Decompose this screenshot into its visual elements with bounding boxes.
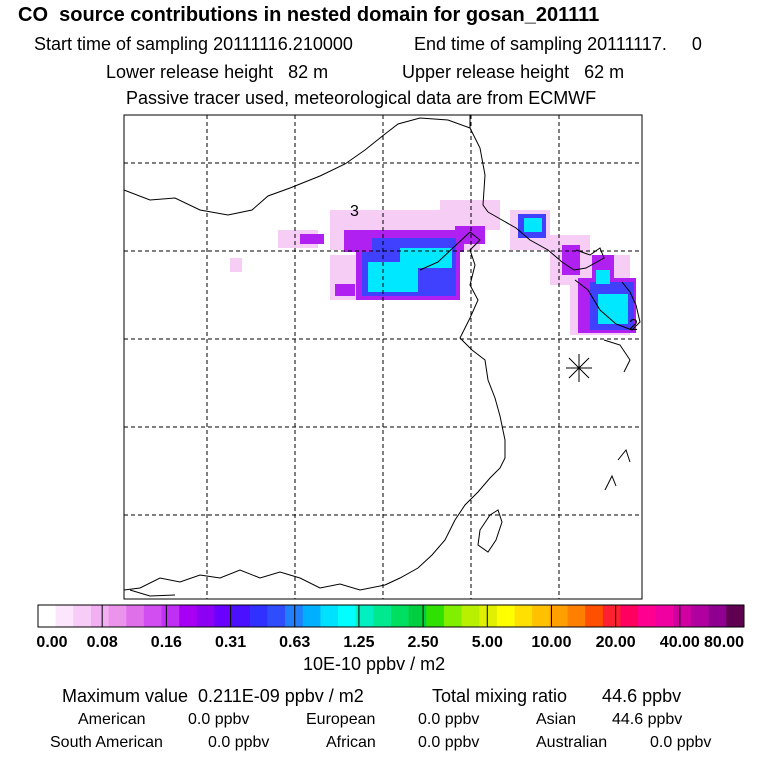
asian-value: 44.6 ppbv [612,711,683,728]
european-value: 0.0 ppbv [418,711,480,728]
colorbar-tick-label: 0.00 [36,634,68,651]
australian-value: 0.0 ppbv [650,734,712,751]
colorbar-tick-label: 10.00 [531,634,572,651]
colorbar-tick-label: 0.63 [279,634,311,651]
colorbar-cell [126,605,145,627]
max-value: Maximum value 0.211E-09 ppbv / m2 [62,686,364,706]
colorbar-cell [90,605,110,627]
map-frame [123,114,643,600]
colorbar-tick-label: 0.08 [86,634,118,651]
colorbar-cell [638,605,657,627]
colorbar-cell [373,605,392,627]
start-time: Start time of sampling 20111116.210000 [34,34,353,54]
colorbar-tick-label: 1.25 [343,634,375,651]
colorbar-cell [514,605,533,627]
colorbar-frame [37,604,745,628]
colorbar-cell [496,605,516,627]
american-label: American [78,711,146,728]
colorbar-tick-label: 5.00 [471,634,503,651]
colorbar-cell [143,605,163,627]
colorbar-cell [461,605,480,627]
colorbar-cell [338,605,357,627]
map-panel: 3 2 [123,114,643,600]
end-time: End time of sampling 20111117. 0 [414,34,702,54]
australian-label: Australian [536,734,608,751]
colorbar-cell [726,605,745,627]
colorbar-tick-label: 0.16 [150,634,182,651]
source-label-3: 3 [350,203,359,220]
colorbar-cell [161,605,180,627]
asterisk-icon [566,354,592,382]
colorbar-tick-label: 2.50 [407,634,439,651]
colorbar-cell [179,605,198,627]
colorbar-cell [708,605,727,627]
upper-release-height: Upper release height 62 m [402,62,625,82]
colorbar-cell [196,605,215,627]
lower-release-height: Lower release height 82 m [106,62,329,82]
graticule [124,115,642,599]
colorbar-cell [479,605,498,627]
colorbar-cell [55,605,74,627]
colorbar-cell [532,605,551,627]
south-american-value: 0.0 ppbv [208,734,270,751]
colorbar-cell [302,605,321,627]
colorbar-cell [355,605,374,627]
european-label: European [306,711,376,728]
colorbar-cell [620,605,639,627]
african-label: African [326,734,376,751]
colorbar-cell [443,605,463,627]
colorbar-cell [673,605,692,627]
colorbar-tick-label: 40.00 [659,634,700,651]
coastlines [124,115,641,597]
colorbar-cell [408,605,427,627]
american-value: 0.0 ppbv [188,711,250,728]
colorbar-cell [73,605,92,627]
colorbar-cell [267,605,286,627]
colorbar-cell [108,605,127,627]
south-american-label: South American [50,734,163,751]
african-value: 0.0 ppbv [418,734,480,751]
colorbar-cell [38,605,57,627]
colorbar-cell [320,605,339,627]
colorbar-unit: 10E-10 ppbv / m2 [303,654,446,674]
colorbar-cell [214,605,233,627]
colorbar-tick-label: 20.00 [595,634,636,651]
plot-title: CO source contributions in nested domain… [18,4,600,26]
total-mixing-ratio: Total mixing ratio 44.6 ppbv [432,686,682,706]
colorbar-cell [655,605,674,627]
colorbar-tick-label: 0.31 [214,634,247,651]
colorbar-cell [602,605,621,627]
colorbar-cell [691,605,710,627]
tracer-note: Passive tracer used, meteorological data… [126,88,597,108]
source-label-2: 2 [629,317,638,334]
colorbar-cell [426,605,445,627]
colorbar-cell [285,605,304,627]
colorbar [37,604,745,628]
colorbar-cell [567,605,586,627]
colorbar-cell [249,605,268,627]
plume-core [368,218,628,324]
colorbar-cell [549,605,568,627]
colorbar-cell [585,605,604,627]
colorbar-cell [391,605,410,627]
colorbar-tick-label: 80.00 [703,634,745,651]
colorbar-cell [232,605,251,627]
asian-label: Asian [536,711,577,728]
